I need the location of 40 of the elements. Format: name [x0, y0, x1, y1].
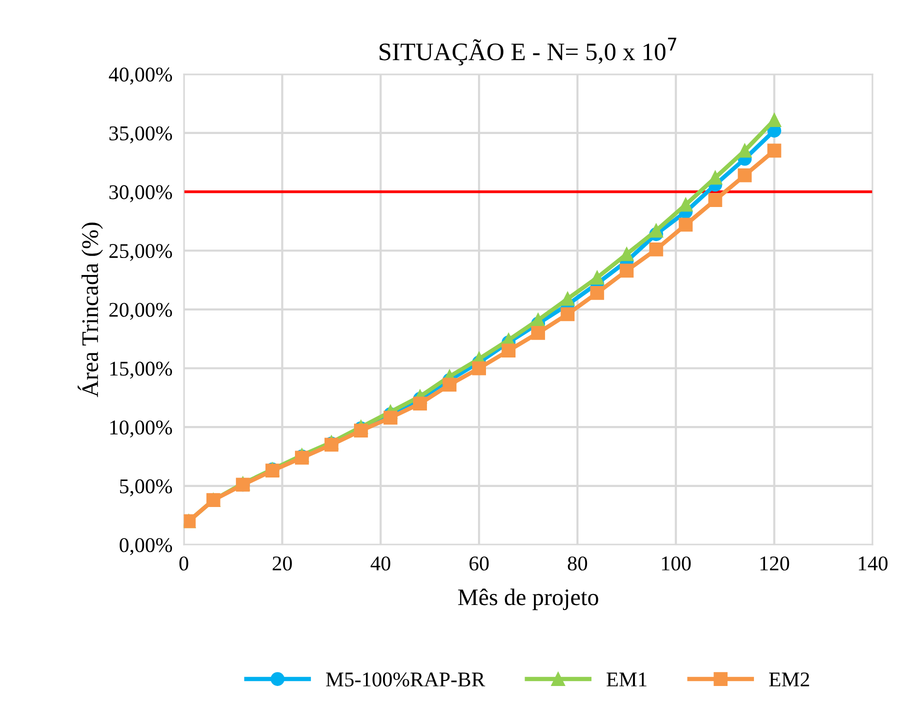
point	[738, 168, 752, 182]
legend-label: M5-100%RAP-BR	[326, 672, 486, 687]
point	[649, 224, 664, 238]
legend-label: EM1	[606, 672, 646, 686]
x-tick-label: 80	[568, 556, 588, 571]
point	[620, 247, 634, 262]
point	[678, 218, 693, 232]
y-tick-label: 25,00%	[109, 244, 172, 262]
point	[531, 326, 546, 340]
y-tick-label: 35,00%	[109, 126, 172, 144]
y-tick-label: 40,00%	[108, 68, 172, 85]
point	[442, 378, 456, 392]
x-axis-title: Mês de projeto	[458, 588, 598, 610]
y-tick-label: 30,00%	[109, 185, 172, 202]
point	[767, 113, 782, 127]
y-tick-label: 5,00%	[120, 479, 172, 496]
point	[354, 424, 368, 438]
x-tick-label: 140	[858, 556, 888, 571]
point	[384, 410, 398, 425]
x-tick-label: 120	[760, 556, 790, 571]
y-tick-label: 0,00%	[120, 538, 172, 556]
chart-title: SITUAÇÃO E - N= 5,0 x 10$^{7}$	[380, 38, 676, 66]
y-tick-label: 10,00%	[110, 420, 172, 438]
x-tick-label: 100	[662, 556, 691, 571]
point	[502, 344, 516, 358]
y-tick-label: 20,00%	[109, 302, 172, 320]
point	[678, 198, 693, 212]
point	[413, 396, 427, 411]
x-tick-label: 20	[272, 556, 292, 571]
legend-label: EM2	[769, 672, 810, 686]
point	[767, 144, 782, 158]
x-tick-label: 60	[470, 556, 489, 571]
point	[620, 264, 634, 278]
point	[472, 361, 486, 376]
x-tick-label: 40	[370, 556, 390, 571]
x-tick-label: 0	[179, 556, 188, 571]
point	[708, 193, 722, 207]
point	[649, 242, 664, 256]
y-axis-title: Área Trincada (%)	[78, 222, 103, 398]
y-tick-label: 15,00%	[110, 362, 172, 379]
